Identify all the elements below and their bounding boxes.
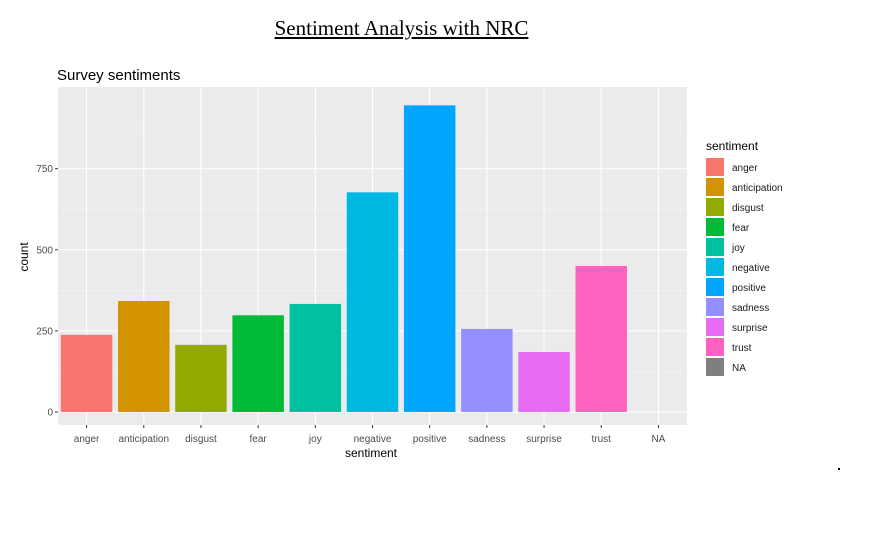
stray-dot: [838, 468, 840, 470]
legend-key: [706, 298, 724, 316]
bar-surprise: [518, 351, 570, 412]
x-axis-title: sentiment: [345, 446, 398, 460]
bar-trust: [575, 265, 627, 412]
legend-key: [706, 178, 724, 196]
bar-joy: [289, 303, 342, 412]
x-tick-label: trust: [592, 434, 612, 445]
bars-group: [60, 105, 627, 412]
x-axis-ticks: anger anticipation disgust fear joy negative p…: [74, 425, 666, 445]
x-tick-label: sadness: [468, 434, 505, 445]
y-tick-label: 750: [36, 164, 53, 175]
x-tick-label: negative: [354, 434, 392, 445]
y-tick-label: 0: [47, 408, 53, 419]
y-axis-ticks: 0 250 500 750: [36, 164, 58, 419]
x-tick-label: anger: [74, 434, 100, 445]
bar-sadness: [461, 328, 513, 412]
x-tick-label: surprise: [526, 434, 562, 445]
x-tick-label: fear: [250, 434, 268, 445]
legend-label: trust: [732, 343, 752, 354]
legend-label: negative: [732, 263, 770, 274]
legend-label: anticipation: [732, 183, 783, 194]
legend-label: fear: [732, 223, 750, 234]
x-tick-label: disgust: [185, 434, 217, 445]
x-tick-label: positive: [413, 434, 447, 445]
y-axis-title: count: [17, 242, 31, 272]
x-tick-label: anticipation: [118, 434, 169, 445]
x-tick-label: NA: [651, 434, 665, 445]
legend-key: [706, 258, 724, 276]
legend-key: [706, 158, 724, 176]
legend-label: disgust: [732, 203, 764, 214]
bar-positive: [403, 105, 456, 412]
legend-label: joy: [731, 243, 745, 254]
x-tick-label: joy: [308, 434, 322, 445]
legend-label: sadness: [732, 303, 769, 314]
legend-key: [706, 358, 724, 376]
legend-key: [706, 318, 724, 336]
legend-key: [706, 278, 724, 296]
legend-key: [706, 218, 724, 236]
y-tick-label: 500: [36, 245, 53, 256]
legend-label: anger: [732, 163, 758, 174]
legend-label: NA: [732, 363, 746, 374]
bar-negative: [346, 192, 399, 412]
legend-key: [706, 338, 724, 356]
bar-disgust: [175, 344, 227, 412]
bar-anger: [60, 334, 113, 412]
y-tick-label: 250: [36, 326, 53, 337]
document-title: Sentiment Analysis with NRC: [0, 16, 803, 41]
bar-anticipation: [118, 301, 170, 412]
bar-fear: [232, 315, 284, 412]
legend-label: positive: [732, 283, 766, 294]
legend-label: surprise: [732, 323, 768, 334]
legend-title: sentiment: [706, 139, 759, 153]
legend-key: [706, 238, 724, 256]
document-title-text: Sentiment Analysis with NRC: [274, 16, 529, 40]
chart-title: Survey sentiments: [57, 67, 180, 84]
legend-key: [706, 198, 724, 216]
legend: anger anticipation disgust fear joy negative p…: [706, 158, 783, 376]
